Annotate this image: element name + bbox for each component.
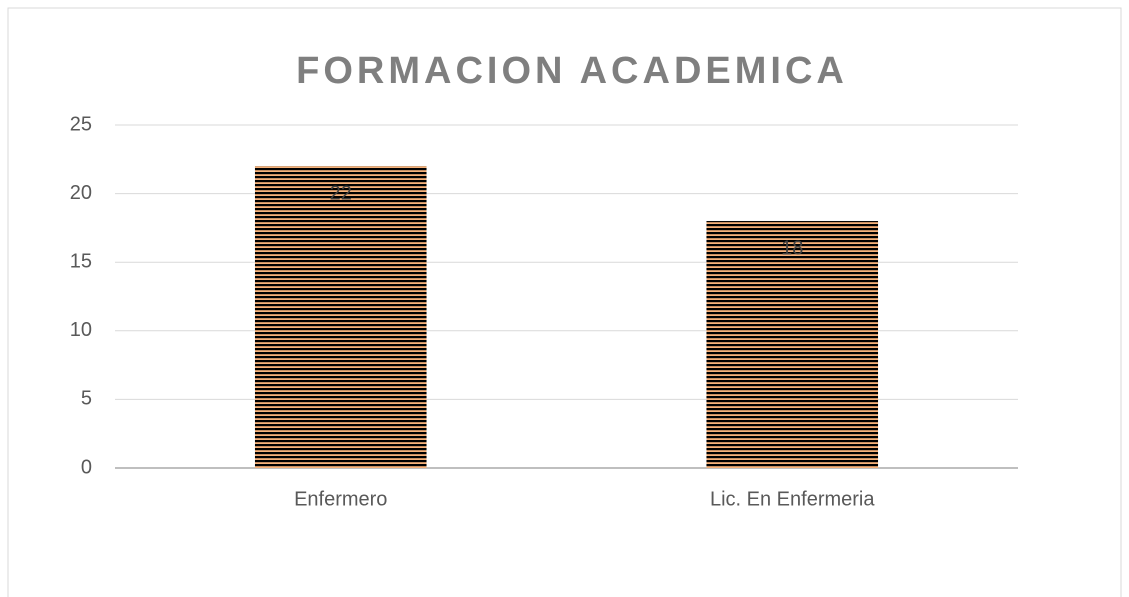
y-tick-label: 10 [70,319,92,341]
chart-title: FORMACION ACADEMICA [296,50,848,92]
bar [254,166,427,468]
y-tick-label: 20 [70,182,92,204]
y-tick-label: 0 [81,456,92,478]
y-tick-label: 25 [70,113,92,135]
data-label: 22 [330,182,352,204]
data-label: 18 [781,237,803,259]
x-tick-label: Enfermero [294,488,387,510]
chart-border [7,7,1122,597]
x-tick-label: Lic. En Enfermeria [710,488,875,510]
y-tick-label: 15 [70,250,92,272]
bar [706,221,879,468]
y-tick-label: 5 [81,388,92,410]
